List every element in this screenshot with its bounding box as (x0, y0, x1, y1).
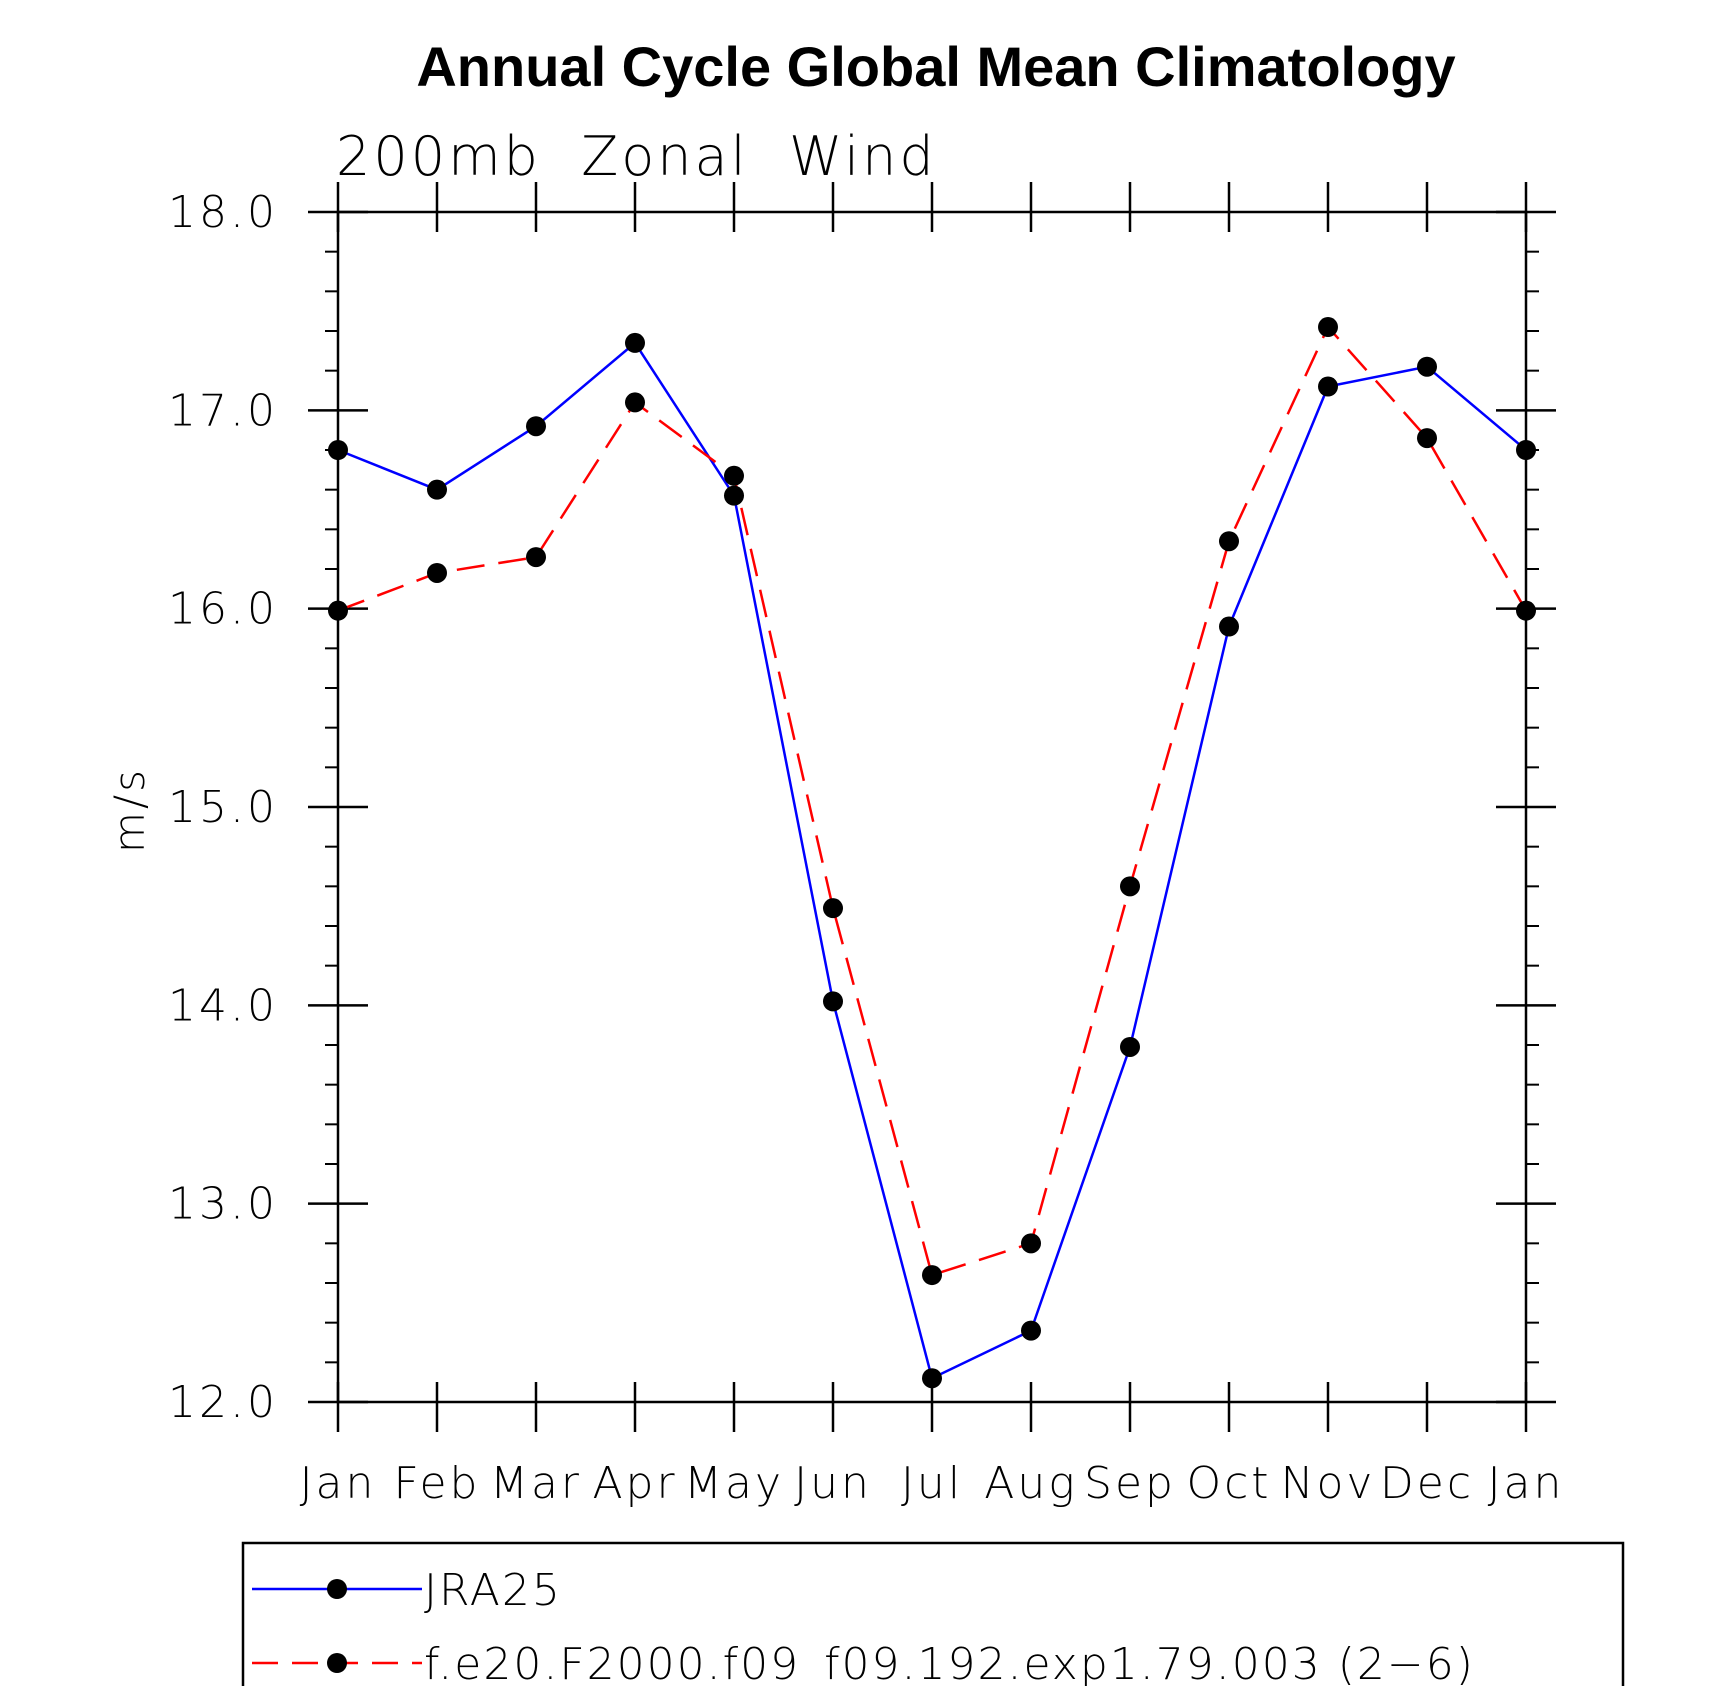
axes (308, 182, 1556, 1432)
series-1-point (724, 485, 744, 506)
chart-subtitle: 200mb Zonal Wind (336, 125, 937, 188)
y-tick-label: 15.0 (168, 782, 278, 833)
y-tick-label: 13.0 (168, 1179, 278, 1230)
x-tick-label: Oct (1186, 1458, 1271, 1509)
series-2-point (922, 1265, 942, 1286)
chart-title: Annual Cycle Global Mean Climatology (416, 35, 1455, 98)
x-tick-labels: Jan Feb Mar Apr May Jun Jul Aug Sep Oct Nov Dec Jan (300, 1458, 1565, 1509)
x-tick-label: Jun (794, 1458, 872, 1509)
x-tick-label: Mar (490, 1458, 582, 1509)
series-2-point (427, 562, 447, 583)
x-tick-label: Nov (1281, 1458, 1376, 1509)
series-2-point (823, 898, 843, 919)
series-2-point (625, 392, 645, 413)
y-tick-label: 17.0 (168, 385, 278, 436)
series-1-point (1417, 356, 1437, 377)
series-2-point (1318, 317, 1338, 338)
y-tick-label: 16.0 (168, 584, 278, 635)
legend: JRA25 f.e20.F2000.f09_f09.192.exp1.79.003… (241, 1541, 1625, 1686)
series-1-point (1219, 616, 1239, 637)
y-tick-label: 14.0 (168, 980, 278, 1031)
y-axis-label: m/s (105, 767, 154, 853)
series-2-point (1120, 876, 1140, 897)
y-tick-label: 12.0 (168, 1377, 278, 1428)
series-1-point (526, 416, 546, 437)
x-tick-label: Jan (300, 1458, 377, 1509)
legend-marker-1 (327, 1579, 347, 1599)
series-2-point (1417, 428, 1437, 449)
legend-label-1: JRA25 (424, 1565, 562, 1616)
series-1-point (427, 479, 447, 500)
x-tick-label: Jul (901, 1458, 963, 1509)
series-2-point (1219, 531, 1239, 552)
series-1-point (1021, 1320, 1041, 1341)
series-1-point (823, 991, 843, 1012)
plot-frame (336, 210, 1528, 1404)
series-1-point (1318, 376, 1338, 397)
series-2-point (1021, 1233, 1041, 1254)
series-2-point (328, 600, 348, 621)
series-line-2 (337, 324, 1528, 1277)
x-tick-label: May (684, 1458, 784, 1509)
series-1-point (922, 1368, 942, 1389)
plot-series (328, 317, 1536, 1389)
x-tick-label: Apr (592, 1458, 677, 1509)
x-tick-label: Feb (394, 1458, 481, 1509)
x-tick-label: Jan (1488, 1458, 1565, 1509)
series-2-point (1516, 600, 1536, 621)
series-2-point (526, 547, 546, 568)
legend-box (241, 1541, 1625, 1686)
series-1-point (328, 440, 348, 460)
legend-label-2: f.e20.F2000.f09_f09.192.exp1.79.003 (2−6… (424, 1639, 1475, 1686)
x-tick-label: Aug (984, 1458, 1077, 1509)
y-tick-labels: 12.0 13.0 14.0 15.0 16.0 17.0 18.0 (168, 187, 278, 1428)
series-line-1 (337, 341, 1527, 1380)
x-tick-label: Dec (1380, 1458, 1474, 1509)
y-tick-label: 18.0 (168, 187, 278, 238)
series-1-point (1516, 440, 1536, 460)
series-2-point (724, 465, 744, 486)
legend-marker-2 (327, 1653, 347, 1673)
series-1-point (625, 332, 645, 353)
series-1-point (1120, 1036, 1140, 1057)
x-tick-label: Sep (1084, 1458, 1176, 1509)
